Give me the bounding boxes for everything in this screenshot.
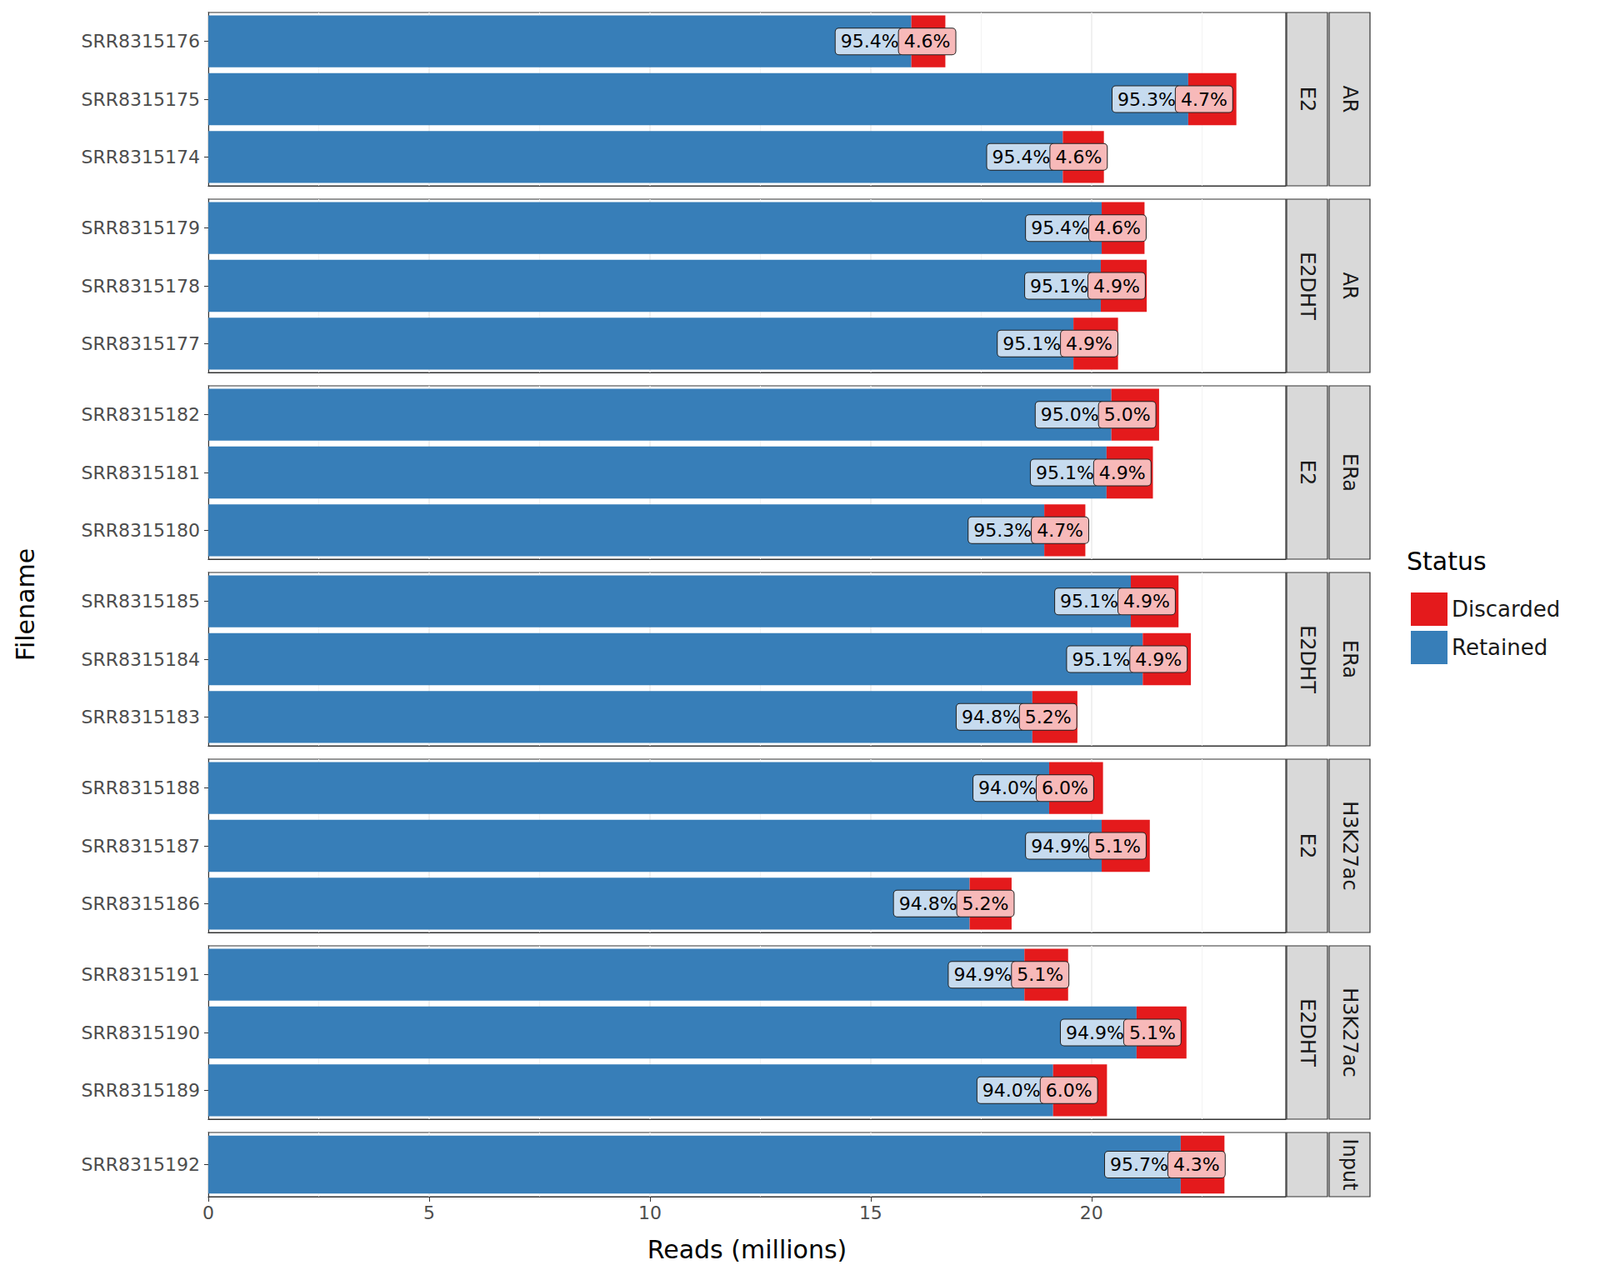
svg-text:94.9%: 94.9% [1030,835,1090,857]
svg-text:4.9%: 4.9% [1093,275,1140,297]
svg-text:SRR8315174: SRR8315174 [80,146,200,168]
svg-text:Retained: Retained [1451,635,1548,660]
svg-text:5.0%: 5.0% [1104,404,1151,425]
svg-text:E2DHT: E2DHT [1295,251,1320,320]
svg-text:E2DHT: E2DHT [1295,625,1320,694]
svg-text:5: 5 [423,1202,435,1224]
svg-text:95.4%: 95.4% [1030,217,1090,239]
svg-text:SRR8315189: SRR8315189 [80,1080,200,1101]
svg-text:95.0%: 95.0% [1040,404,1100,425]
svg-text:SRR8315181: SRR8315181 [80,462,200,484]
svg-text:95.1%: 95.1% [1060,590,1119,612]
svg-text:94.9%: 94.9% [953,964,1012,985]
svg-text:SRR8315185: SRR8315185 [80,590,200,612]
svg-text:SRR8315182: SRR8315182 [80,404,200,425]
svg-text:94.8%: 94.8% [899,893,958,915]
svg-text:Filename: Filename [10,548,40,661]
svg-text:4.9%: 4.9% [1123,590,1170,612]
svg-text:SRR8315190: SRR8315190 [80,1022,200,1044]
svg-text:94.0%: 94.0% [978,777,1037,799]
svg-text:E2: E2 [1295,86,1320,112]
svg-text:Reads (millions): Reads (millions) [647,1235,848,1265]
svg-text:4.7%: 4.7% [1180,89,1228,110]
svg-text:95.4%: 95.4% [992,146,1051,168]
svg-text:Input: Input [1338,1138,1362,1190]
svg-text:H3K27ac: H3K27ac [1338,987,1362,1078]
svg-text:SRR8315188: SRR8315188 [80,777,200,799]
svg-text:10: 10 [638,1202,662,1224]
svg-text:SRR8315187: SRR8315187 [80,835,200,857]
svg-text:5.1%: 5.1% [1016,964,1064,985]
svg-text:ERa: ERa [1338,640,1362,679]
svg-text:5.2%: 5.2% [962,893,1010,915]
svg-text:SRR8315192: SRR8315192 [80,1154,200,1175]
svg-text:95.1%: 95.1% [1002,333,1061,355]
svg-text:0: 0 [202,1202,215,1224]
svg-text:95.7%: 95.7% [1110,1154,1169,1175]
svg-text:20: 20 [1080,1202,1104,1224]
svg-text:4.9%: 4.9% [1065,333,1113,355]
svg-text:94.8%: 94.8% [961,706,1020,728]
svg-text:4.9%: 4.9% [1099,462,1146,484]
svg-text:ERa: ERa [1338,453,1362,492]
svg-text:95.1%: 95.1% [1030,275,1089,297]
svg-text:E2DHT: E2DHT [1295,998,1320,1067]
svg-text:SRR8315179: SRR8315179 [80,217,200,239]
svg-text:5.1%: 5.1% [1094,835,1141,857]
svg-text:4.6%: 4.6% [1055,146,1102,168]
svg-text:AR: AR [1338,271,1362,300]
svg-text:4.6%: 4.6% [1094,217,1141,239]
svg-text:4.6%: 4.6% [904,30,951,52]
svg-text:SRR8315180: SRR8315180 [80,520,200,541]
svg-text:SRR8315178: SRR8315178 [80,275,200,297]
svg-text:6.0%: 6.0% [1041,777,1089,799]
svg-text:95.3%: 95.3% [973,520,1032,541]
svg-text:AR: AR [1338,85,1362,113]
svg-text:5.1%: 5.1% [1129,1022,1176,1044]
svg-text:SRR8315184: SRR8315184 [80,649,200,670]
svg-text:94.0%: 94.0% [982,1080,1041,1101]
svg-text:94.9%: 94.9% [1065,1022,1125,1044]
svg-text:SRR8315176: SRR8315176 [80,30,200,52]
svg-text:SRR8315186: SRR8315186 [80,893,200,915]
svg-text:5.2%: 5.2% [1025,706,1072,728]
svg-text:6.0%: 6.0% [1045,1080,1093,1101]
svg-text:Discarded: Discarded [1451,596,1560,622]
svg-text:95.4%: 95.4% [840,30,900,52]
svg-text:4.9%: 4.9% [1135,649,1182,670]
svg-text:H3K27ac: H3K27ac [1338,800,1362,891]
svg-text:SRR8315183: SRR8315183 [80,706,200,728]
svg-text:4.7%: 4.7% [1036,520,1084,541]
svg-text:E2: E2 [1295,460,1320,485]
svg-text:SRR8315191: SRR8315191 [80,964,200,985]
svg-text:Status: Status [1406,546,1487,576]
svg-text:SRR8315177: SRR8315177 [80,333,200,355]
svg-text:95.1%: 95.1% [1071,649,1130,670]
svg-text:95.1%: 95.1% [1035,462,1095,484]
svg-text:95.3%: 95.3% [1117,89,1176,110]
svg-text:15: 15 [859,1202,883,1224]
svg-text:4.3%: 4.3% [1173,1154,1220,1175]
svg-text:SRR8315175: SRR8315175 [80,89,200,110]
svg-text:E2: E2 [1295,833,1320,859]
